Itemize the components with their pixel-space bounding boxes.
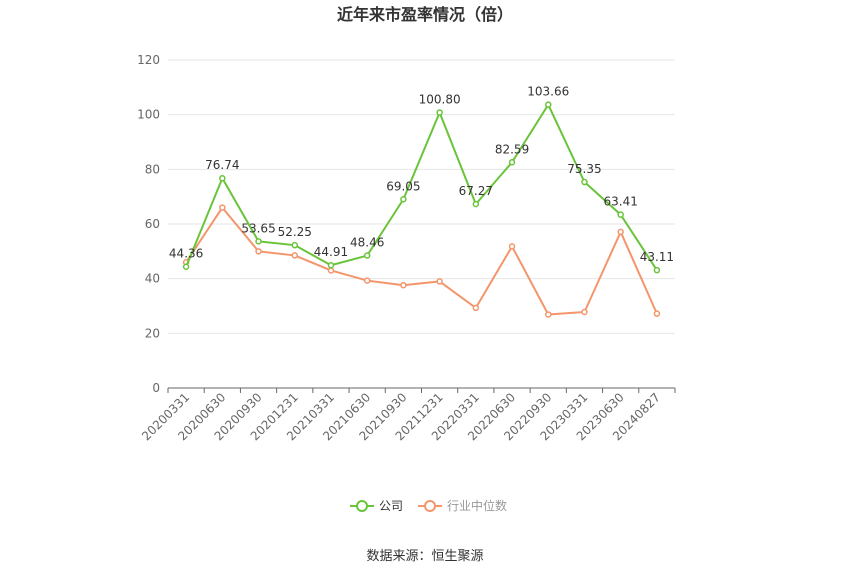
data-label: 67.27 (459, 184, 493, 198)
data-point (255, 238, 262, 245)
y-tick-label: 20 (145, 326, 160, 340)
data-point (255, 248, 262, 255)
data-point (363, 277, 371, 284)
data-point (653, 266, 661, 274)
chart-title: 近年来市盈率情况（倍） (337, 5, 513, 24)
data-label: 69.05 (386, 179, 420, 193)
data-point (545, 311, 552, 318)
y-axis: 0 20 40 60 80 100 120 (137, 53, 160, 395)
data-point (581, 308, 588, 316)
y-tick-label: 60 (145, 217, 160, 231)
data-point (400, 281, 407, 289)
x-axis: 2020033120200630202009302020123120210331… (139, 387, 676, 443)
data-point (219, 174, 226, 182)
grid-lines (168, 59, 675, 334)
legend-marker (356, 500, 368, 512)
y-tick-label: 0 (152, 381, 160, 395)
data-point (219, 204, 226, 211)
data-point (653, 310, 661, 317)
y-tick-label: 100 (137, 108, 160, 122)
data-point (545, 101, 552, 108)
legend-label: 公司 (379, 499, 403, 513)
series-line-1 (185, 206, 658, 316)
data-label: 52.25 (278, 225, 312, 239)
data-point (436, 278, 443, 285)
data-label: 103.66 (527, 85, 569, 99)
data-label: 44.36 (169, 247, 203, 261)
series-line-0 (185, 103, 658, 271)
data-point (182, 263, 190, 270)
data-point (617, 228, 624, 236)
data-point (472, 304, 480, 312)
y-tick-label: 80 (145, 162, 160, 176)
legend-label: 行业中位数 (447, 498, 507, 513)
data-point (327, 267, 335, 274)
data-label: 43.11 (640, 250, 674, 264)
data-label: 100.80 (419, 92, 461, 106)
y-tick-label: 120 (137, 53, 160, 67)
data-label: 44.91 (314, 245, 348, 259)
data-point (400, 196, 407, 203)
source-note: 数据来源：恒生聚源 (366, 549, 483, 564)
data-label: 48.46 (350, 236, 384, 250)
data-point (327, 261, 335, 269)
legend-item-1[interactable]: 行业中位数 (418, 498, 507, 513)
data-point (581, 178, 588, 186)
data-label: 82.59 (495, 142, 529, 156)
y-tick-label: 40 (145, 272, 160, 286)
data-label: 76.74 (205, 158, 239, 172)
data-point (508, 159, 516, 166)
legend-item-0[interactable]: 公司 (350, 499, 403, 513)
legend-marker (424, 500, 436, 512)
data-label: 53.65 (241, 221, 275, 235)
data-point (291, 241, 298, 249)
data-label: 63.41 (603, 195, 637, 209)
data-point (291, 252, 298, 259)
data-point (508, 243, 516, 250)
data-point (617, 211, 624, 218)
data-label: 75.35 (567, 162, 601, 176)
data-point (436, 109, 443, 116)
legend[interactable]: 公司 行业中位数 (350, 498, 507, 513)
data-point (363, 252, 371, 259)
series-group (182, 101, 661, 318)
data-point (472, 200, 480, 208)
